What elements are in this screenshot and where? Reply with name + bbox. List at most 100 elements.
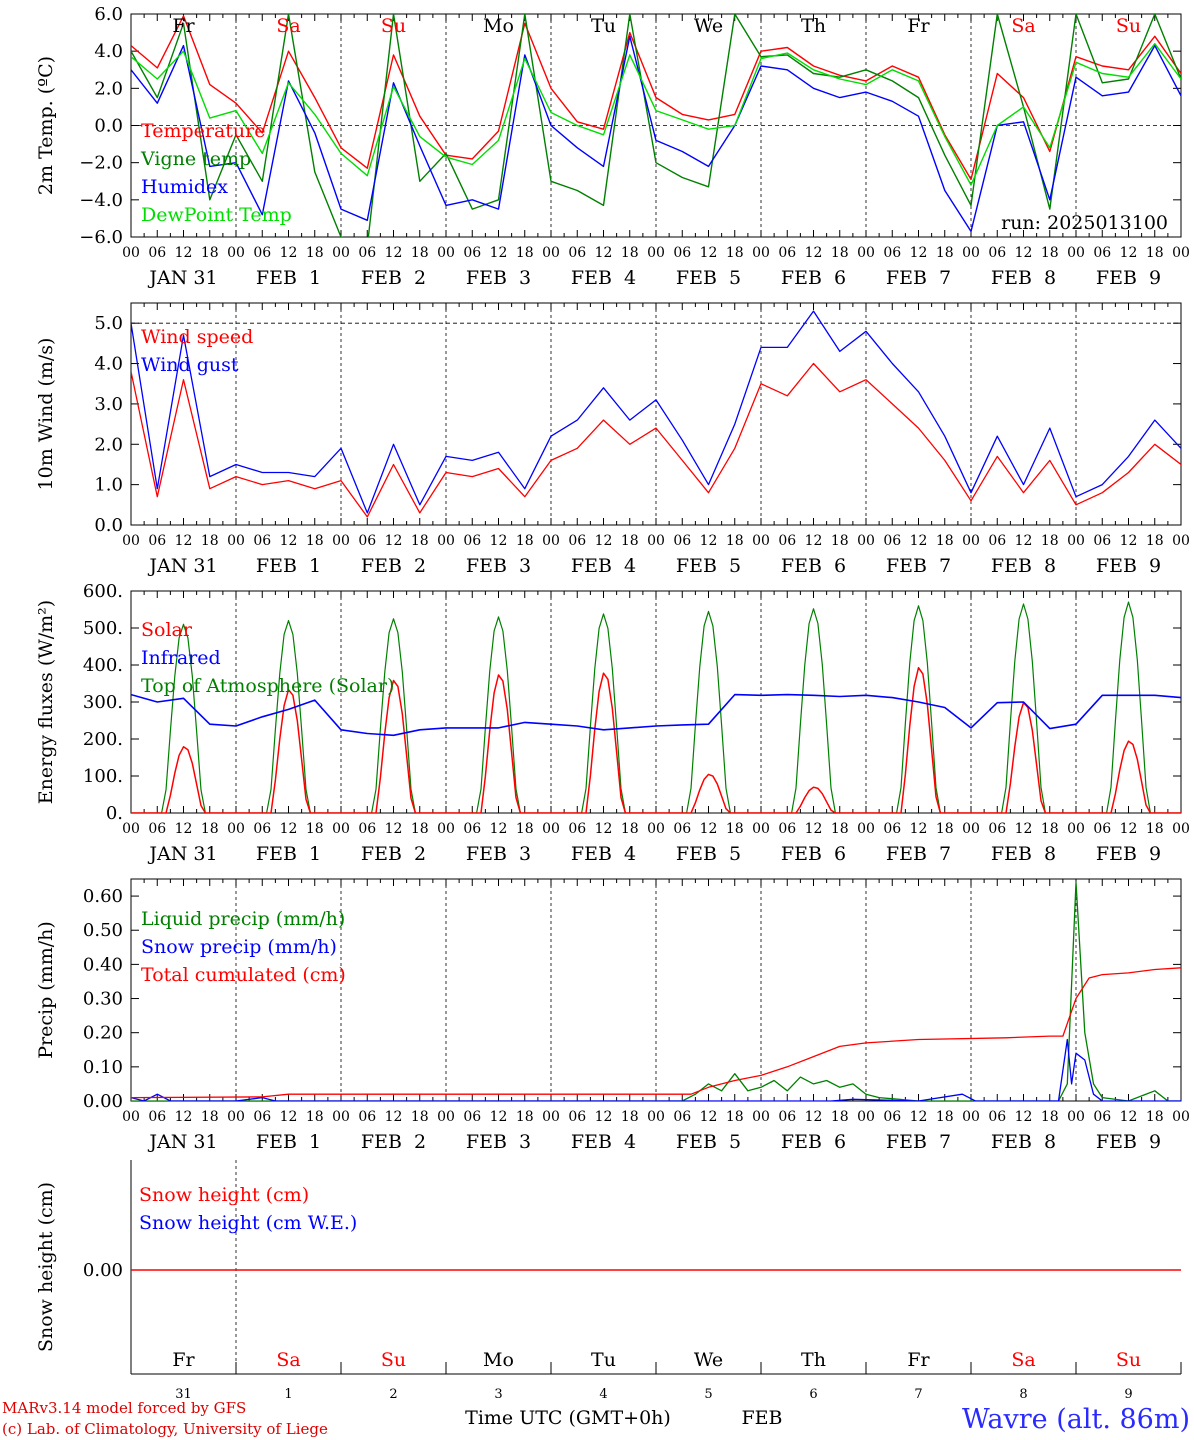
hour-tick-label: 18 xyxy=(621,821,639,837)
run-label: run: 2025013100 xyxy=(1001,212,1168,234)
hour-tick-label: 00 xyxy=(752,821,770,837)
hour-tick-label: 12 xyxy=(1120,533,1138,549)
hour-tick-label: 12 xyxy=(595,1109,613,1125)
date-label: FEB 5 xyxy=(676,1131,741,1153)
hour-tick-label: 06 xyxy=(568,1109,586,1125)
hour-tick-label: 06 xyxy=(673,245,691,261)
hour-tick-label: 12 xyxy=(595,533,613,549)
hour-tick-label: 18 xyxy=(1146,821,1164,837)
hour-tick-label: 06 xyxy=(358,533,376,549)
hour-tick-label: 12 xyxy=(700,533,718,549)
day-number-label: 4 xyxy=(599,1387,607,1402)
date-label: FEB 2 xyxy=(361,843,426,865)
legend-entry: Wind speed xyxy=(141,326,253,348)
hour-tick-label: 06 xyxy=(778,245,796,261)
hour-tick-label: 18 xyxy=(621,533,639,549)
hour-tick-label: 06 xyxy=(1093,245,1111,261)
date-label: FEB 3 xyxy=(466,555,531,577)
hour-tick-label: 12 xyxy=(910,533,928,549)
y-tick-label: 0.0 xyxy=(94,116,123,137)
date-label: FEB 7 xyxy=(886,555,951,577)
weekday-label: We xyxy=(694,1349,723,1371)
hour-tick-label: 12 xyxy=(700,245,718,261)
hour-tick-label: 00 xyxy=(647,245,665,261)
hour-tick-label: 18 xyxy=(936,245,954,261)
hour-tick-label: 00 xyxy=(1067,245,1085,261)
hour-tick-label: 12 xyxy=(280,245,298,261)
y-tick-label: 0.60 xyxy=(83,886,123,907)
weekday-label: Mo xyxy=(483,15,514,37)
date-label: FEB 7 xyxy=(886,1131,951,1153)
date-label: FEB 2 xyxy=(361,555,426,577)
hour-tick-label: 12 xyxy=(1120,1109,1138,1125)
date-label: FEB 1 xyxy=(256,555,321,577)
y-tick-label: 300. xyxy=(83,692,123,713)
date-label: JAN 31 xyxy=(147,1131,217,1153)
legend-entry: Snow precip (mm/h) xyxy=(141,936,337,958)
hour-tick-label: 06 xyxy=(358,1109,376,1125)
date-label: FEB 1 xyxy=(256,843,321,865)
hour-tick-label: 12 xyxy=(805,533,823,549)
hour-tick-label: 06 xyxy=(463,821,481,837)
hour-tick-label: 00 xyxy=(122,821,140,837)
hour-tick-label: 18 xyxy=(1041,533,1059,549)
date-label: FEB 5 xyxy=(676,267,741,289)
y-tick-label: 1.0 xyxy=(94,475,123,496)
day-number-label: 9 xyxy=(1124,1387,1132,1402)
hour-tick-label: 12 xyxy=(700,1109,718,1125)
date-label: FEB 3 xyxy=(466,267,531,289)
hour-tick-label: 12 xyxy=(280,821,298,837)
series-line-dewpoint-temp xyxy=(131,43,1181,186)
date-label: FEB 9 xyxy=(1096,555,1161,577)
hour-tick-label: 00 xyxy=(437,533,455,549)
series-line-humidex xyxy=(131,35,1181,233)
date-label: FEB 3 xyxy=(466,843,531,865)
date-label: FEB 1 xyxy=(256,1131,321,1153)
hour-tick-label: 18 xyxy=(936,821,954,837)
hour-tick-label: 12 xyxy=(385,821,403,837)
date-label: FEB 1 xyxy=(256,267,321,289)
legend-entry: Vigne temp xyxy=(140,148,251,170)
hour-tick-label: 00 xyxy=(857,245,875,261)
hour-tick-label: 18 xyxy=(936,1109,954,1125)
hour-tick-label: 12 xyxy=(1120,821,1138,837)
hour-tick-label: 06 xyxy=(463,245,481,261)
hour-tick-label: 12 xyxy=(1015,821,1033,837)
day-number-label: 31 xyxy=(175,1387,192,1402)
hour-tick-label: 06 xyxy=(883,821,901,837)
date-label: FEB 6 xyxy=(781,555,846,577)
y-tick-label: 0.10 xyxy=(83,1057,123,1078)
hour-tick-label: 12 xyxy=(490,533,508,549)
hour-tick-label: 18 xyxy=(1146,1109,1164,1125)
hour-tick-label: 18 xyxy=(516,245,534,261)
date-label: FEB 8 xyxy=(991,267,1056,289)
date-label: FEB 6 xyxy=(781,843,846,865)
hour-tick-label: 18 xyxy=(516,1109,534,1125)
hour-tick-label: 18 xyxy=(1041,1109,1059,1125)
series-line-wind-speed xyxy=(131,362,1181,518)
hour-tick-label: 00 xyxy=(227,1109,245,1125)
hour-tick-label: 18 xyxy=(411,533,429,549)
hour-tick-label: 06 xyxy=(568,245,586,261)
weekday-label: Th xyxy=(801,1349,826,1371)
hour-tick-label: 06 xyxy=(673,821,691,837)
date-label: FEB 6 xyxy=(781,1131,846,1153)
hour-tick-label: 12 xyxy=(1015,245,1033,261)
date-label: FEB 7 xyxy=(886,843,951,865)
series-line-liquid xyxy=(131,881,1181,1101)
hour-tick-label: 06 xyxy=(358,821,376,837)
hour-tick-label: 06 xyxy=(253,821,271,837)
date-label: FEB 6 xyxy=(781,267,846,289)
hour-tick-label: 06 xyxy=(673,1109,691,1125)
hour-tick-label: 06 xyxy=(988,245,1006,261)
y-tick-label: 5.0 xyxy=(94,313,123,334)
date-label: FEB 8 xyxy=(991,555,1056,577)
y-tick-label: 0.50 xyxy=(83,920,123,941)
y-axis-label: Snow height (cm) xyxy=(35,1182,57,1352)
hour-tick-label: 06 xyxy=(568,533,586,549)
hour-tick-label: 06 xyxy=(778,533,796,549)
hour-tick-label: 12 xyxy=(385,533,403,549)
hour-tick-label: 06 xyxy=(148,821,166,837)
y-tick-label: 100. xyxy=(83,766,123,787)
